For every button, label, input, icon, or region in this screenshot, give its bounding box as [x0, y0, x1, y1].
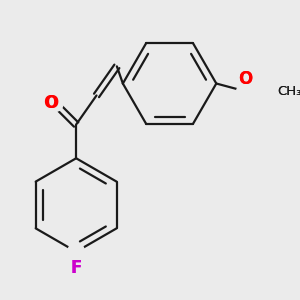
- Text: F: F: [70, 259, 82, 277]
- Text: O: O: [238, 70, 252, 88]
- Text: CH₃: CH₃: [277, 85, 300, 98]
- Text: O: O: [43, 94, 57, 112]
- Text: O: O: [44, 94, 58, 112]
- Circle shape: [68, 243, 85, 260]
- Text: CH₃: CH₃: [277, 85, 300, 98]
- Circle shape: [237, 83, 254, 100]
- Circle shape: [46, 95, 63, 112]
- Text: O: O: [238, 70, 252, 88]
- Text: F: F: [70, 259, 82, 277]
